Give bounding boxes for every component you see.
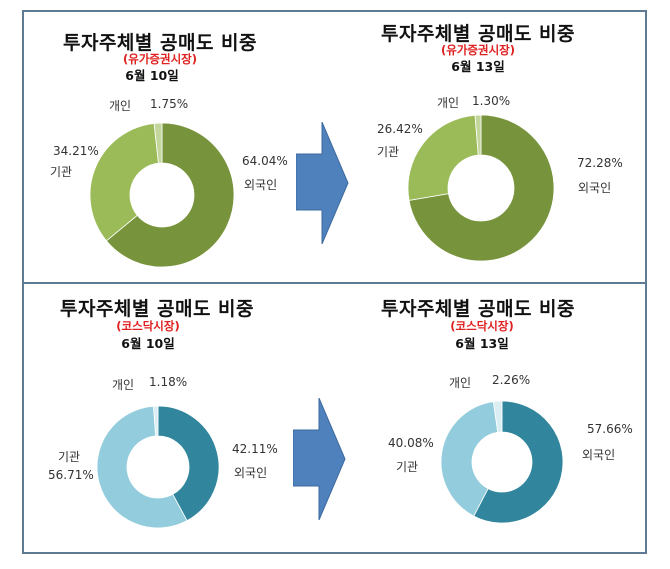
panel-1-institution-label: 기관 [50,165,73,179]
panel-1-foreign-pct: 64.04% [242,154,288,168]
donut-segment-개인 [153,122,163,164]
donut-segment-외국인 [408,114,555,262]
panel-2-institution-pct: 26.42% [377,122,423,136]
donut-segment-외국인 [105,122,235,268]
right-arrow-icon [293,398,346,520]
panel-4-institution-pct: 40.08% [388,436,434,450]
panel-3-foreign-pct: 42.11% [232,442,278,456]
donut-segment-기관 [96,405,188,529]
panel-3-institution-pct: 56.71% [48,468,94,482]
panel-2-foreign-label: 외국인 [578,181,612,195]
panel-3-subtitle: (코스닥시장) [116,319,180,333]
panel-3-institution-label: 기관 [58,450,81,464]
panel-1-individual-pct: 1.75% [150,97,189,111]
section-divider [22,282,647,284]
panel-1-institution-pct: 34.21% [53,144,99,158]
panel-2-title: 투자주체별 공매도 비중 [380,23,576,45]
panel-4-individual-pct: 2.26% [492,373,531,387]
panel-4-institution-label: 기관 [396,460,419,474]
panel-2-subtitle: (유가증권시장) [441,43,515,57]
panel-3-foreign-label: 외국인 [234,466,268,480]
panel-4-title: 투자주체별 공매도 비중 [380,298,576,320]
donut-segment-기관 [89,122,159,242]
panel-4-foreign-label: 외국인 [582,448,616,462]
panel-2-foreign-pct: 72.28% [577,156,623,170]
donut-segment-기관 [407,114,479,201]
donut-segment-개인 [153,405,159,437]
donut-segment-개인 [492,400,503,433]
panel-4-individual-label: 개인 [449,376,472,390]
panel-3-individual-pct: 1.18% [149,375,188,389]
panel-2-institution-label: 기관 [377,145,400,159]
panel-1-foreign-label: 외국인 [244,178,278,192]
donut-segment-외국인 [473,400,564,524]
panel-1-subtitle: (유가증권시장) [123,52,197,66]
panel-3-individual-label: 개인 [112,378,135,392]
panel-3-date: 6월 10일 [121,336,175,351]
panel-4-date: 6월 13일 [455,336,509,351]
donut-segment-외국인 [157,405,220,522]
panel-2-date: 6월 13일 [451,59,505,74]
panel-2-individual-label: 개인 [437,96,460,110]
right-arrow-icon [296,122,349,244]
donut-segment-기관 [440,401,499,517]
panel-4-foreign-pct: 57.66% [587,422,633,436]
panel-1-date: 6월 10일 [125,68,179,83]
panel-1-title: 투자주체별 공매도 비중 [62,32,258,54]
panel-1-individual-label: 개인 [109,99,132,113]
panel-3-title: 투자주체별 공매도 비중 [59,298,255,320]
panel-2-individual-pct: 1.30% [472,94,511,108]
donut-segment-개인 [474,114,482,156]
panel-4-subtitle: (코스닥시장) [450,319,514,333]
